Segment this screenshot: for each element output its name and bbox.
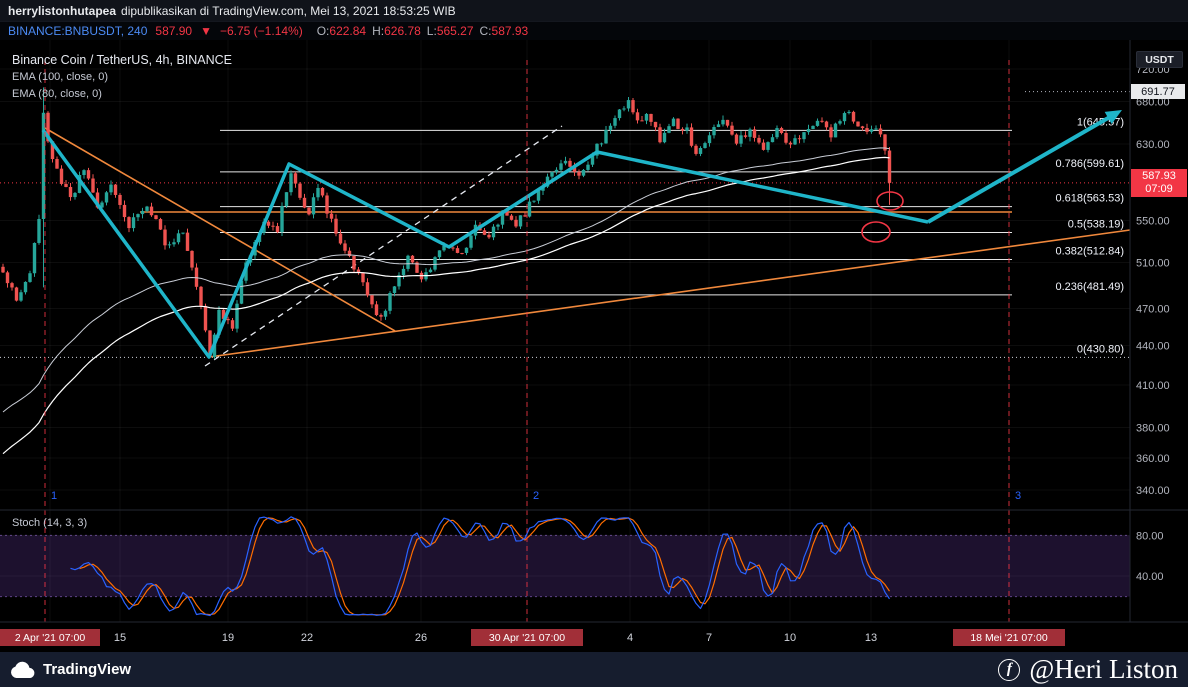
ohlc-value: 622.84 xyxy=(329,24,367,38)
session-marker: 3 xyxy=(1015,490,1021,502)
price-tick-label: 550.00 xyxy=(1136,215,1170,227)
current-price-box: 587.93 07:09 xyxy=(1131,169,1187,197)
publication-text: dipublikasikan di TradingView.com, Mei 1… xyxy=(121,3,456,18)
chart-legend: Binance Coin / TetherUS, 4h, BINANCE EMA… xyxy=(12,52,232,103)
price-axis[interactable]: 720.00680.00630.00550.00510.00470.00440.… xyxy=(1136,64,1170,583)
stoch-d-line xyxy=(79,517,890,616)
ohlc-values: O:622.84 H:626.78 L:565.27 C:587.93 xyxy=(311,24,529,38)
fib-retracement: 1(645.57)0.786(599.61)0.618(563.53)0.5(5… xyxy=(0,116,1130,358)
session-date-label: 30 Apr '21 07:00 xyxy=(489,632,565,644)
fib-label: 0.382(512.84) xyxy=(1056,246,1125,258)
ema100-line xyxy=(2,156,890,455)
red-circle-annotation xyxy=(876,191,904,211)
indicator-ema80[interactable]: EMA (80, close, 0) xyxy=(12,88,102,100)
fib-label: 0.786(599.61) xyxy=(1056,158,1125,170)
red-circle-annotation xyxy=(861,221,891,243)
candlesticks xyxy=(1,87,892,360)
current-price: 587.93 xyxy=(1142,170,1176,182)
chart-area[interactable]: 1(645.57)0.786(599.61)0.618(563.53)0.5(5… xyxy=(0,40,1188,652)
ohlc-label: H: xyxy=(372,24,385,38)
symbol-name[interactable]: BINANCE:BNBUSDT, 240 xyxy=(8,24,148,38)
price-tick-label: 360.00 xyxy=(1136,453,1170,465)
author-name: herrylistonhutapea xyxy=(8,3,117,18)
candle-countdown: 07:09 xyxy=(1145,183,1173,195)
time-label: 22 xyxy=(301,632,313,644)
session-date-box xyxy=(471,629,583,646)
price-tick-label: 470.00 xyxy=(1136,303,1170,315)
down-arrow-icon: ▼ xyxy=(200,24,212,38)
time-label: 10 xyxy=(784,632,796,644)
price-tick-label: 680.00 xyxy=(1136,96,1170,108)
fib-label: 0(430.80) xyxy=(1077,343,1124,355)
ema80-line xyxy=(2,147,890,413)
fib-label: 0.5(538.19) xyxy=(1068,218,1124,230)
time-label: 4 xyxy=(627,632,633,644)
ohlc-label: O: xyxy=(316,24,330,38)
dashed-trend-line xyxy=(204,125,563,367)
watermark: f @Heri Liston xyxy=(998,654,1178,685)
chart-canvas[interactable]: 1(645.57)0.786(599.61)0.618(563.53)0.5(5… xyxy=(0,40,1188,652)
fib-label: 0.618(563.53) xyxy=(1056,193,1125,205)
stoch-k-line xyxy=(70,516,890,617)
session-marker: 1 xyxy=(51,490,57,502)
facebook-icon: f xyxy=(998,658,1021,681)
symbol-info-bar: BINANCE:BNBUSDT, 240 587.90 ▼ −6.75 (−1.… xyxy=(0,22,1188,40)
publication-bar: herrylistonhutapea dipublikasikan di Tra… xyxy=(0,0,1188,22)
projection-arrow xyxy=(927,113,1115,224)
price-change: −6.75 (−1.14%) xyxy=(219,24,303,38)
price-tick-label: 410.00 xyxy=(1136,380,1170,392)
indicator-ema100[interactable]: EMA (100, close, 0) xyxy=(12,71,108,83)
stoch-tick-label: 40.00 xyxy=(1136,571,1164,583)
tradingview-logo-icon xyxy=(11,661,35,678)
currency-badge[interactable]: USDT xyxy=(1136,51,1183,68)
grid xyxy=(0,40,1130,622)
time-label: 19 xyxy=(222,632,234,644)
ohlc-value: 565.27 xyxy=(436,24,474,38)
last-price: 587.90 xyxy=(155,24,193,38)
fib-label: 0.236(481.49) xyxy=(1056,281,1125,293)
ohlc-value: 587.93 xyxy=(491,24,529,38)
price-tick-label: 380.00 xyxy=(1136,423,1170,435)
ohlc-label: C: xyxy=(479,24,492,38)
price-tick-label: 440.00 xyxy=(1136,340,1170,352)
session-date-box xyxy=(953,629,1065,646)
projection-arrowhead xyxy=(1104,110,1122,125)
stoch-band xyxy=(0,535,1130,597)
price-tick-label: 630.00 xyxy=(1136,139,1170,151)
elliott-zigzag xyxy=(41,128,929,359)
watermark-text: @Heri Liston xyxy=(1029,654,1178,684)
time-label: 13 xyxy=(865,632,877,644)
time-label: 26 xyxy=(415,632,427,644)
tradingview-link[interactable]: TradingView xyxy=(10,661,131,679)
session-marker: 2 xyxy=(533,490,539,502)
target-price-label: 691.77 xyxy=(1131,84,1185,99)
time-axis[interactable]: 2 Apr '21 07:00 30 Apr '21 07:00 18 Mei '2… xyxy=(0,629,1065,646)
chart-title: Binance Coin / TetherUS, 4h, BINANCE xyxy=(12,53,233,67)
trend-lines xyxy=(44,127,1131,358)
indicator-stoch[interactable]: Stoch (14, 3, 3) xyxy=(12,517,88,529)
time-label: 7 xyxy=(706,632,712,644)
session-date-label: 18 Mei '21 07:00 xyxy=(970,632,1047,644)
time-label: 15 xyxy=(114,632,126,644)
ohlc-value: 626.78 xyxy=(384,24,421,38)
ohlc-label: L: xyxy=(426,24,437,38)
footer-bar: TradingView f @Heri Liston xyxy=(0,652,1188,687)
price-tick-label: 510.00 xyxy=(1136,258,1170,270)
stoch-tick-label: 80.00 xyxy=(1136,530,1164,542)
tradingview-brand-text: TradingView xyxy=(43,661,132,678)
price-tick-label: 340.00 xyxy=(1136,485,1170,497)
session-date-box xyxy=(0,629,100,646)
session-date-label: 2 Apr '21 07:00 xyxy=(15,632,85,644)
